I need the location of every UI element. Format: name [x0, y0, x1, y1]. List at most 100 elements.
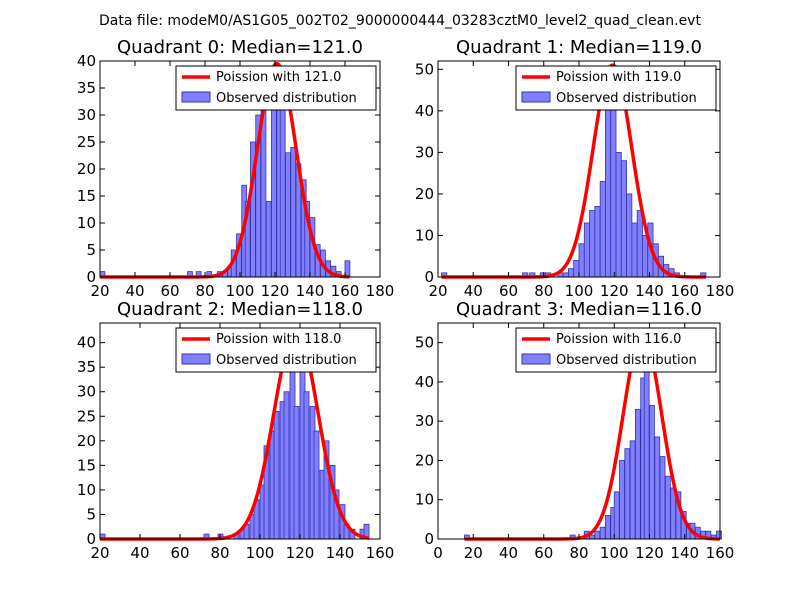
legend: Poission with 119.0 Observed distributio…: [515, 65, 717, 111]
histogram-bar: [568, 268, 575, 278]
subplot-quadrant-0: Quadrant 0: Median=121.0 20 40 60 80 100 120 1…: [77, 37, 394, 300]
y-tick-label: 30: [415, 412, 434, 430]
subplot-title: Quadrant 2: Median=118.0: [117, 299, 363, 320]
y-tick-label: 40: [415, 102, 434, 120]
x-tick-label: 20: [428, 282, 447, 300]
subplot-quadrant-3: Quadrant 3: Median=116.0 0 20 40 60 80 100 120…: [415, 299, 734, 562]
legend-box: [515, 65, 717, 111]
x-tick-label: 140: [326, 544, 355, 562]
legend-box: [175, 65, 377, 111]
x-tick-label: 180: [366, 282, 395, 300]
x-tick-label: 20: [464, 544, 483, 562]
subplot-title: Quadrant 1: Median=119.0: [456, 37, 702, 58]
y-tick-label: 10: [77, 214, 96, 232]
y-tick-label: 20: [77, 160, 96, 178]
legend-bars-swatch: [181, 91, 211, 103]
x-tick-label: 40: [499, 544, 518, 562]
histogram-bar: [605, 102, 612, 278]
y-tick-label: 40: [77, 52, 96, 70]
y-tick-label: 0: [86, 530, 96, 548]
legend-bars-swatch: [521, 353, 551, 365]
x-tick-label: 40: [125, 282, 144, 300]
x-tick-label: 40: [130, 544, 149, 562]
histogram-bar: [303, 391, 310, 540]
histogram-bar: [629, 440, 636, 540]
legend-bars-label: Observed distribution: [556, 353, 697, 368]
histogram-bar: [594, 205, 601, 278]
legend: Poission with 118.0 Observed distributio…: [175, 327, 377, 373]
histogram-bar: [283, 391, 290, 540]
x-tick-label: 120: [261, 282, 290, 300]
y-tick-label: 35: [77, 358, 96, 376]
y-tick-label: 0: [86, 268, 96, 286]
x-tick-label: 20: [90, 282, 109, 300]
y-tick-label: 10: [415, 491, 434, 509]
y-tick-label: 5: [86, 241, 96, 259]
subplot-quadrant-1: Quadrant 1: Median=119.0 20 40 60 80 100 120 1…: [415, 37, 734, 300]
histogram-bar: [273, 410, 280, 540]
x-tick-label: 140: [296, 282, 325, 300]
y-tick-label: 30: [77, 106, 96, 124]
histogram-bar: [649, 405, 655, 540]
x-tick-label: 60: [499, 282, 518, 300]
histogram-bar: [279, 98, 286, 278]
histogram-bar: [664, 475, 671, 540]
histogram-bar: [599, 181, 606, 278]
histogram-bar: [285, 152, 291, 278]
y-tick-label: 40: [77, 334, 96, 352]
y-tick-label: 25: [77, 407, 96, 425]
histogram-bar: [635, 408, 641, 540]
subplot-quadrant-2: Quadrant 2: Median=118.0 20 40 60 80 100 120 1…: [77, 299, 394, 562]
histogram-bar: [624, 448, 631, 540]
histogram-bar: [636, 210, 643, 278]
y-tick-label: 20: [415, 451, 434, 469]
x-tick-label: 40: [464, 282, 483, 300]
legend-curve-label: Poission with 121.0: [216, 70, 341, 85]
x-tick-label: 140: [635, 282, 664, 300]
y-tick-label: 35: [77, 79, 96, 97]
legend: Poission with 116.0 Observed distributio…: [515, 327, 717, 373]
x-tick-label: 160: [366, 544, 395, 562]
x-tick-label: 120: [635, 544, 664, 562]
histogram-bar: [573, 259, 580, 278]
histogram-bar: [589, 210, 596, 278]
y-tick-label: 20: [415, 185, 434, 203]
x-tick-label: 80: [195, 282, 214, 300]
y-tick-label: 0: [424, 530, 434, 548]
histogram-bar: [654, 436, 661, 540]
histogram-bar: [583, 222, 590, 278]
histogram-bar: [594, 530, 601, 540]
y-tick-label: 5: [86, 505, 96, 523]
figure-suptitle: Data file: modeM0/AS1G05_002T02_90000004…: [99, 13, 701, 29]
legend-bars-label: Observed distribution: [216, 91, 357, 106]
x-tick-label: 60: [160, 282, 179, 300]
y-tick-label: 30: [77, 383, 96, 401]
histogram-bar: [631, 222, 638, 278]
histogram-bar: [643, 365, 650, 540]
histogram-bar: [265, 200, 272, 278]
histogram-bar: [562, 272, 569, 278]
legend-bars-label: Observed distribution: [556, 91, 697, 106]
x-tick-label: 160: [331, 282, 360, 300]
y-tick-label: 20: [77, 432, 96, 450]
histogram-bar: [589, 534, 595, 540]
x-tick-label: 160: [706, 544, 735, 562]
y-tick-label: 15: [77, 456, 96, 474]
x-tick-label: 80: [569, 544, 588, 562]
histogram-bar: [605, 515, 611, 540]
x-tick-label: 20: [90, 544, 109, 562]
x-tick-label: 120: [286, 544, 315, 562]
histogram-bar: [613, 491, 620, 540]
legend-bars-label: Observed distribution: [216, 353, 357, 368]
x-tick-label: 100: [246, 544, 275, 562]
x-tick-label: 140: [670, 544, 699, 562]
histogram-bar: [626, 193, 633, 278]
histogram-bar: [578, 243, 585, 278]
histogram-bar: [293, 406, 300, 540]
legend-curve-label: Poission with 118.0: [216, 332, 341, 347]
y-tick-label: 15: [77, 187, 96, 205]
x-tick-label: 100: [600, 544, 629, 562]
x-tick-label: 60: [170, 544, 189, 562]
x-tick-label: 120: [600, 282, 629, 300]
